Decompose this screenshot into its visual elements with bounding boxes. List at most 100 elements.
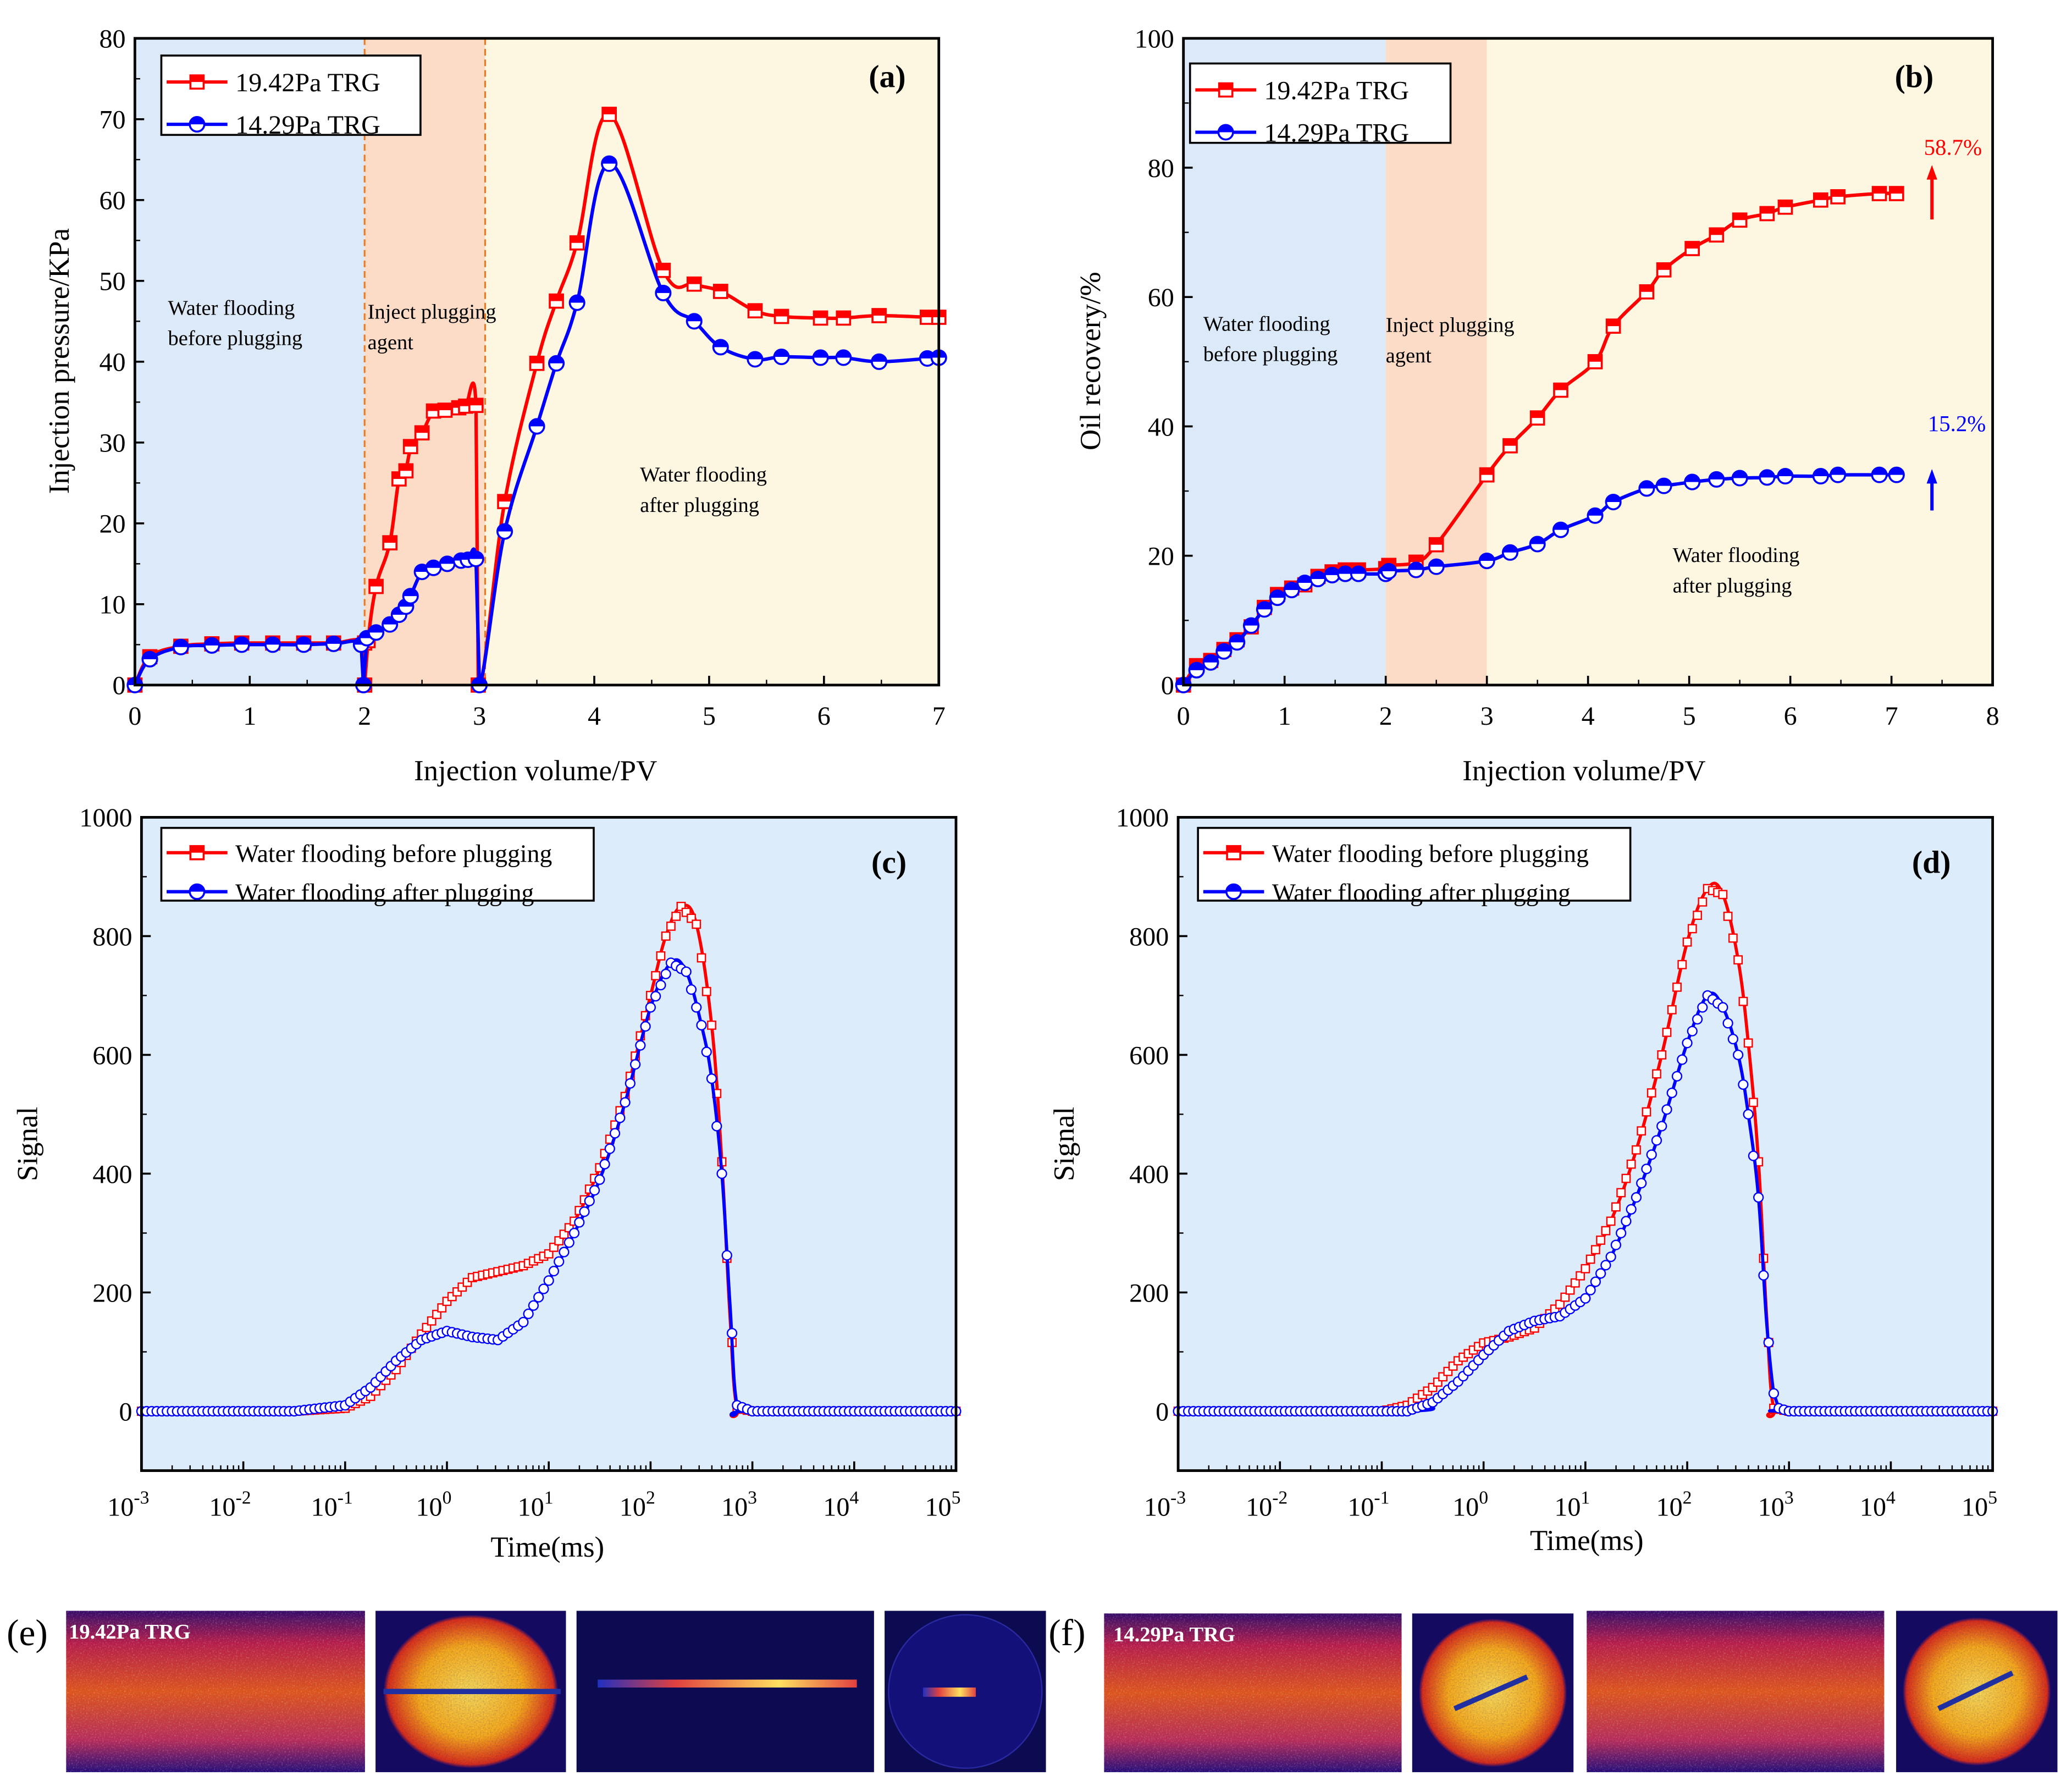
panel-e-caption: 19.42Pa TRG xyxy=(69,1620,191,1644)
region-label: Water flooding xyxy=(168,296,295,319)
circle-marker-fill xyxy=(687,314,701,322)
circle-marker-fill xyxy=(713,340,728,348)
legend: 19.42Pa TRG 14.29Pa TRG xyxy=(160,54,422,140)
square-marker xyxy=(1733,955,1743,965)
circle-marker-fill xyxy=(1257,602,1272,610)
circle-marker xyxy=(686,984,697,995)
circle-marker-fill xyxy=(1203,655,1218,663)
circle-marker xyxy=(1687,1025,1698,1036)
circle-marker xyxy=(681,966,692,977)
square-marker-fill xyxy=(1831,190,1845,197)
circle-marker xyxy=(589,1185,600,1196)
circle-marker xyxy=(1600,1260,1611,1271)
x-tick-label: 10-3 xyxy=(107,1488,149,1522)
circle-marker xyxy=(701,1046,712,1057)
square-marker-fill xyxy=(190,846,204,853)
circle-marker-fill xyxy=(748,352,763,360)
panel-f-nmr-images: (f) 14.29Pa TRG xyxy=(1048,1611,2058,1772)
square-marker xyxy=(1570,1278,1580,1288)
circle-marker-fill xyxy=(1338,566,1353,574)
square-marker xyxy=(1555,1299,1565,1309)
circle-marker xyxy=(640,1021,651,1032)
circle-marker xyxy=(523,1308,534,1320)
circle-marker xyxy=(615,1112,626,1123)
square-marker xyxy=(1637,1126,1646,1136)
x-tick-label: 104 xyxy=(1860,1488,1896,1522)
plot-frame xyxy=(1182,37,1994,687)
x-tick-label: 6 xyxy=(817,702,831,731)
x-tick-label: 3 xyxy=(1480,702,1494,731)
x-axis-title: Injection volume/PV xyxy=(1462,755,1705,787)
plot-background xyxy=(1178,817,1993,1471)
circle-marker-fill xyxy=(774,349,789,357)
circle-marker-fill xyxy=(190,884,205,892)
circle-marker xyxy=(579,1206,590,1217)
circle-marker xyxy=(629,1059,641,1070)
circle-marker xyxy=(518,1316,529,1328)
recovery-increment-label: 15.2% xyxy=(1928,411,1986,436)
y-axis-title: Oil recovery/% xyxy=(1075,272,1107,450)
circle-marker xyxy=(691,1002,702,1013)
circle-marker-fill xyxy=(403,588,418,597)
x-tick-label: 2 xyxy=(1379,702,1393,731)
circle-marker xyxy=(711,1121,722,1132)
legend-label: Water flooding after plugging xyxy=(235,879,534,907)
panel-a-pressure-chart: Water flooding before plugging Inject plug… xyxy=(43,25,947,787)
legend-label: 14.29Pa TRG xyxy=(1264,118,1409,147)
square-marker-fill xyxy=(748,304,762,311)
x-tick-label: 5 xyxy=(1683,702,1696,731)
circle-marker xyxy=(1646,1149,1657,1160)
x-tick-label: 10-3 xyxy=(1144,1488,1186,1522)
circle-marker-fill xyxy=(1830,467,1846,475)
circle-marker-fill xyxy=(1813,468,1828,476)
square-marker xyxy=(707,1021,716,1030)
region-label: Inject plugging xyxy=(368,301,496,324)
square-marker xyxy=(671,911,681,921)
region-label: Water flooding xyxy=(1203,312,1330,335)
circle-marker xyxy=(716,1168,727,1179)
fracture-signal xyxy=(922,1687,976,1697)
square-marker-fill xyxy=(814,311,827,318)
legend-box xyxy=(1197,826,1632,902)
y-tick-label: 800 xyxy=(92,922,132,951)
y-tick-label: 1000 xyxy=(1116,803,1169,832)
x-tick-label: 4 xyxy=(588,702,601,731)
circle-marker xyxy=(706,1073,717,1084)
circle-marker-fill xyxy=(296,637,311,645)
circle-marker xyxy=(1580,1293,1591,1304)
square-marker-fill xyxy=(1640,285,1654,292)
y-tick-label: 200 xyxy=(92,1278,132,1308)
x-tick-label: 10-1 xyxy=(311,1488,353,1522)
circle-marker xyxy=(726,1327,738,1339)
nmr-image-side-after-bg xyxy=(576,1611,874,1772)
x-tick-label: 105 xyxy=(1962,1488,1997,1522)
square-marker-fill xyxy=(530,356,544,363)
square-marker-fill xyxy=(1219,83,1233,90)
circle-marker xyxy=(609,1128,621,1139)
x-tick-label: 6 xyxy=(1784,702,1797,731)
legend-label: Water flooding before plugging xyxy=(235,840,552,868)
circle-marker xyxy=(1738,1079,1749,1090)
y-tick-label: 400 xyxy=(92,1160,132,1189)
x-axis-title: Time(ms) xyxy=(490,1531,604,1563)
panel-b-recovery-chart: Water flooding before plugging Inject plug… xyxy=(1075,25,1999,787)
circle-marker-fill xyxy=(1889,467,1904,475)
x-tick-label: 8 xyxy=(1986,702,1999,731)
circle-marker xyxy=(1677,1054,1688,1065)
square-marker xyxy=(1626,1159,1636,1169)
x-axis-title: Time(ms) xyxy=(1530,1525,1644,1557)
y-axis-title: Signal xyxy=(1048,1107,1080,1181)
square-marker-fill xyxy=(1606,319,1620,327)
square-marker-fill xyxy=(1778,200,1792,207)
square-marker xyxy=(661,931,671,941)
circle-marker xyxy=(1692,1014,1703,1025)
circle-marker xyxy=(1722,1018,1733,1029)
square-marker xyxy=(1616,1188,1626,1198)
square-marker-fill xyxy=(427,404,440,411)
panel-label: (a) xyxy=(869,60,905,95)
legend-label: Water flooding before plugging xyxy=(1272,840,1589,868)
circle-marker xyxy=(1661,1104,1672,1115)
circle-marker-fill xyxy=(265,637,280,645)
circle-marker xyxy=(548,1265,560,1277)
circle-marker xyxy=(1605,1251,1616,1262)
